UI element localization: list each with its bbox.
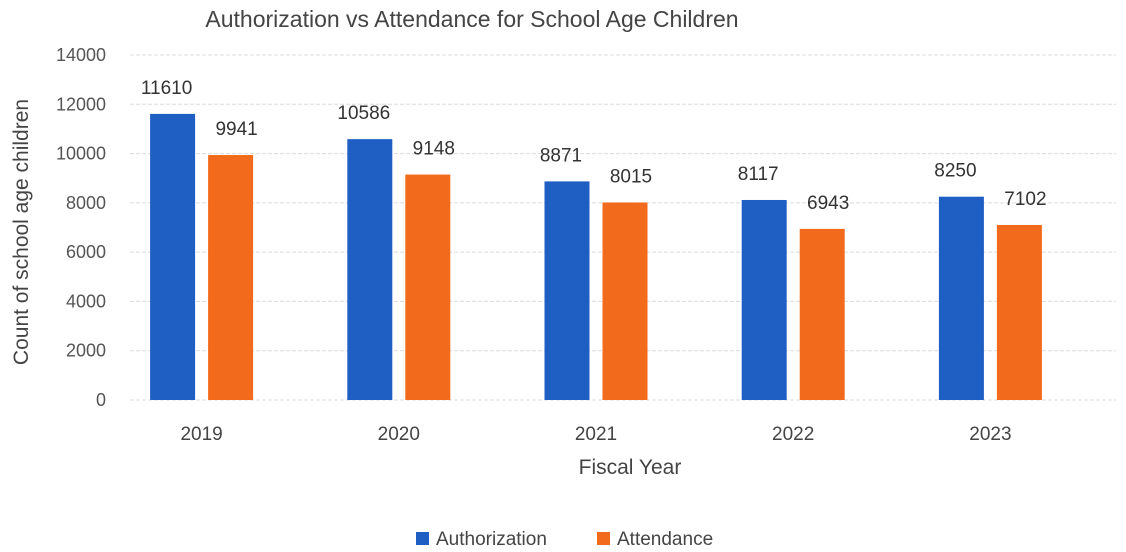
data-label-attendance-2023: 7102 — [1004, 189, 1046, 210]
y-tick-label: 8000 — [66, 193, 106, 213]
y-tick-label: 6000 — [66, 242, 106, 262]
chart-title: Authorization vs Attendance for School A… — [205, 6, 738, 32]
data-label-authorization-2021: 8871 — [540, 145, 582, 166]
bar-attendance-2022 — [799, 228, 845, 400]
x-tick-label: 2022 — [772, 424, 814, 445]
x-tick-label: 2021 — [575, 424, 617, 445]
bar-authorization-2022 — [741, 199, 787, 400]
x-tick-label: 2019 — [180, 424, 222, 445]
legend: Authorization Attendance — [416, 529, 713, 550]
bar-authorization-2019 — [150, 113, 196, 401]
y-axis-ticks: 0 2000 4000 6000 8000 10000 12000 14000 — [56, 45, 106, 410]
x-axis-ticks: 2019 2020 2021 2022 2023 — [180, 424, 1011, 445]
bar-authorization-2023 — [938, 196, 984, 400]
y-tick-label: 10000 — [56, 144, 106, 164]
y-tick-label: 14000 — [56, 45, 106, 65]
data-label-attendance-2021: 8015 — [610, 166, 652, 187]
legend-label-attendance: Attendance — [617, 529, 713, 550]
y-tick-label: 0 — [96, 390, 106, 410]
data-label-authorization-2023: 8250 — [934, 161, 976, 182]
y-tick-label: 2000 — [66, 341, 106, 361]
data-label-authorization-2022: 8117 — [738, 164, 779, 185]
bars — [150, 113, 1042, 401]
legend-swatch-attendance — [597, 532, 610, 545]
bar-attendance-2019 — [208, 155, 254, 400]
data-label-authorization-2019: 11610 — [141, 78, 192, 99]
x-axis-title: Fiscal Year — [579, 456, 682, 479]
y-tick-label: 12000 — [56, 94, 106, 114]
legend-label-authorization: Authorization — [436, 529, 547, 550]
bar-attendance-2023 — [996, 224, 1042, 400]
bar-attendance-2020 — [405, 174, 451, 400]
x-tick-label: 2023 — [969, 424, 1011, 445]
bar-attendance-2021 — [602, 202, 648, 400]
data-labels: 11610 9941 10586 9148 8871 8015 8117 6943 8250 71… — [141, 78, 1047, 214]
bar-authorization-2021 — [544, 181, 590, 400]
y-tick-label: 4000 — [66, 291, 106, 311]
data-label-attendance-2020: 9148 — [413, 139, 455, 160]
data-label-authorization-2020: 10586 — [337, 103, 390, 124]
legend-swatch-authorization — [416, 532, 429, 545]
y-axis-title: Count of school age children — [10, 99, 33, 365]
x-tick-label: 2020 — [378, 424, 420, 445]
bar-authorization-2020 — [347, 139, 393, 400]
data-label-attendance-2019: 9941 — [215, 119, 257, 140]
data-label-attendance-2022: 6943 — [807, 193, 849, 214]
